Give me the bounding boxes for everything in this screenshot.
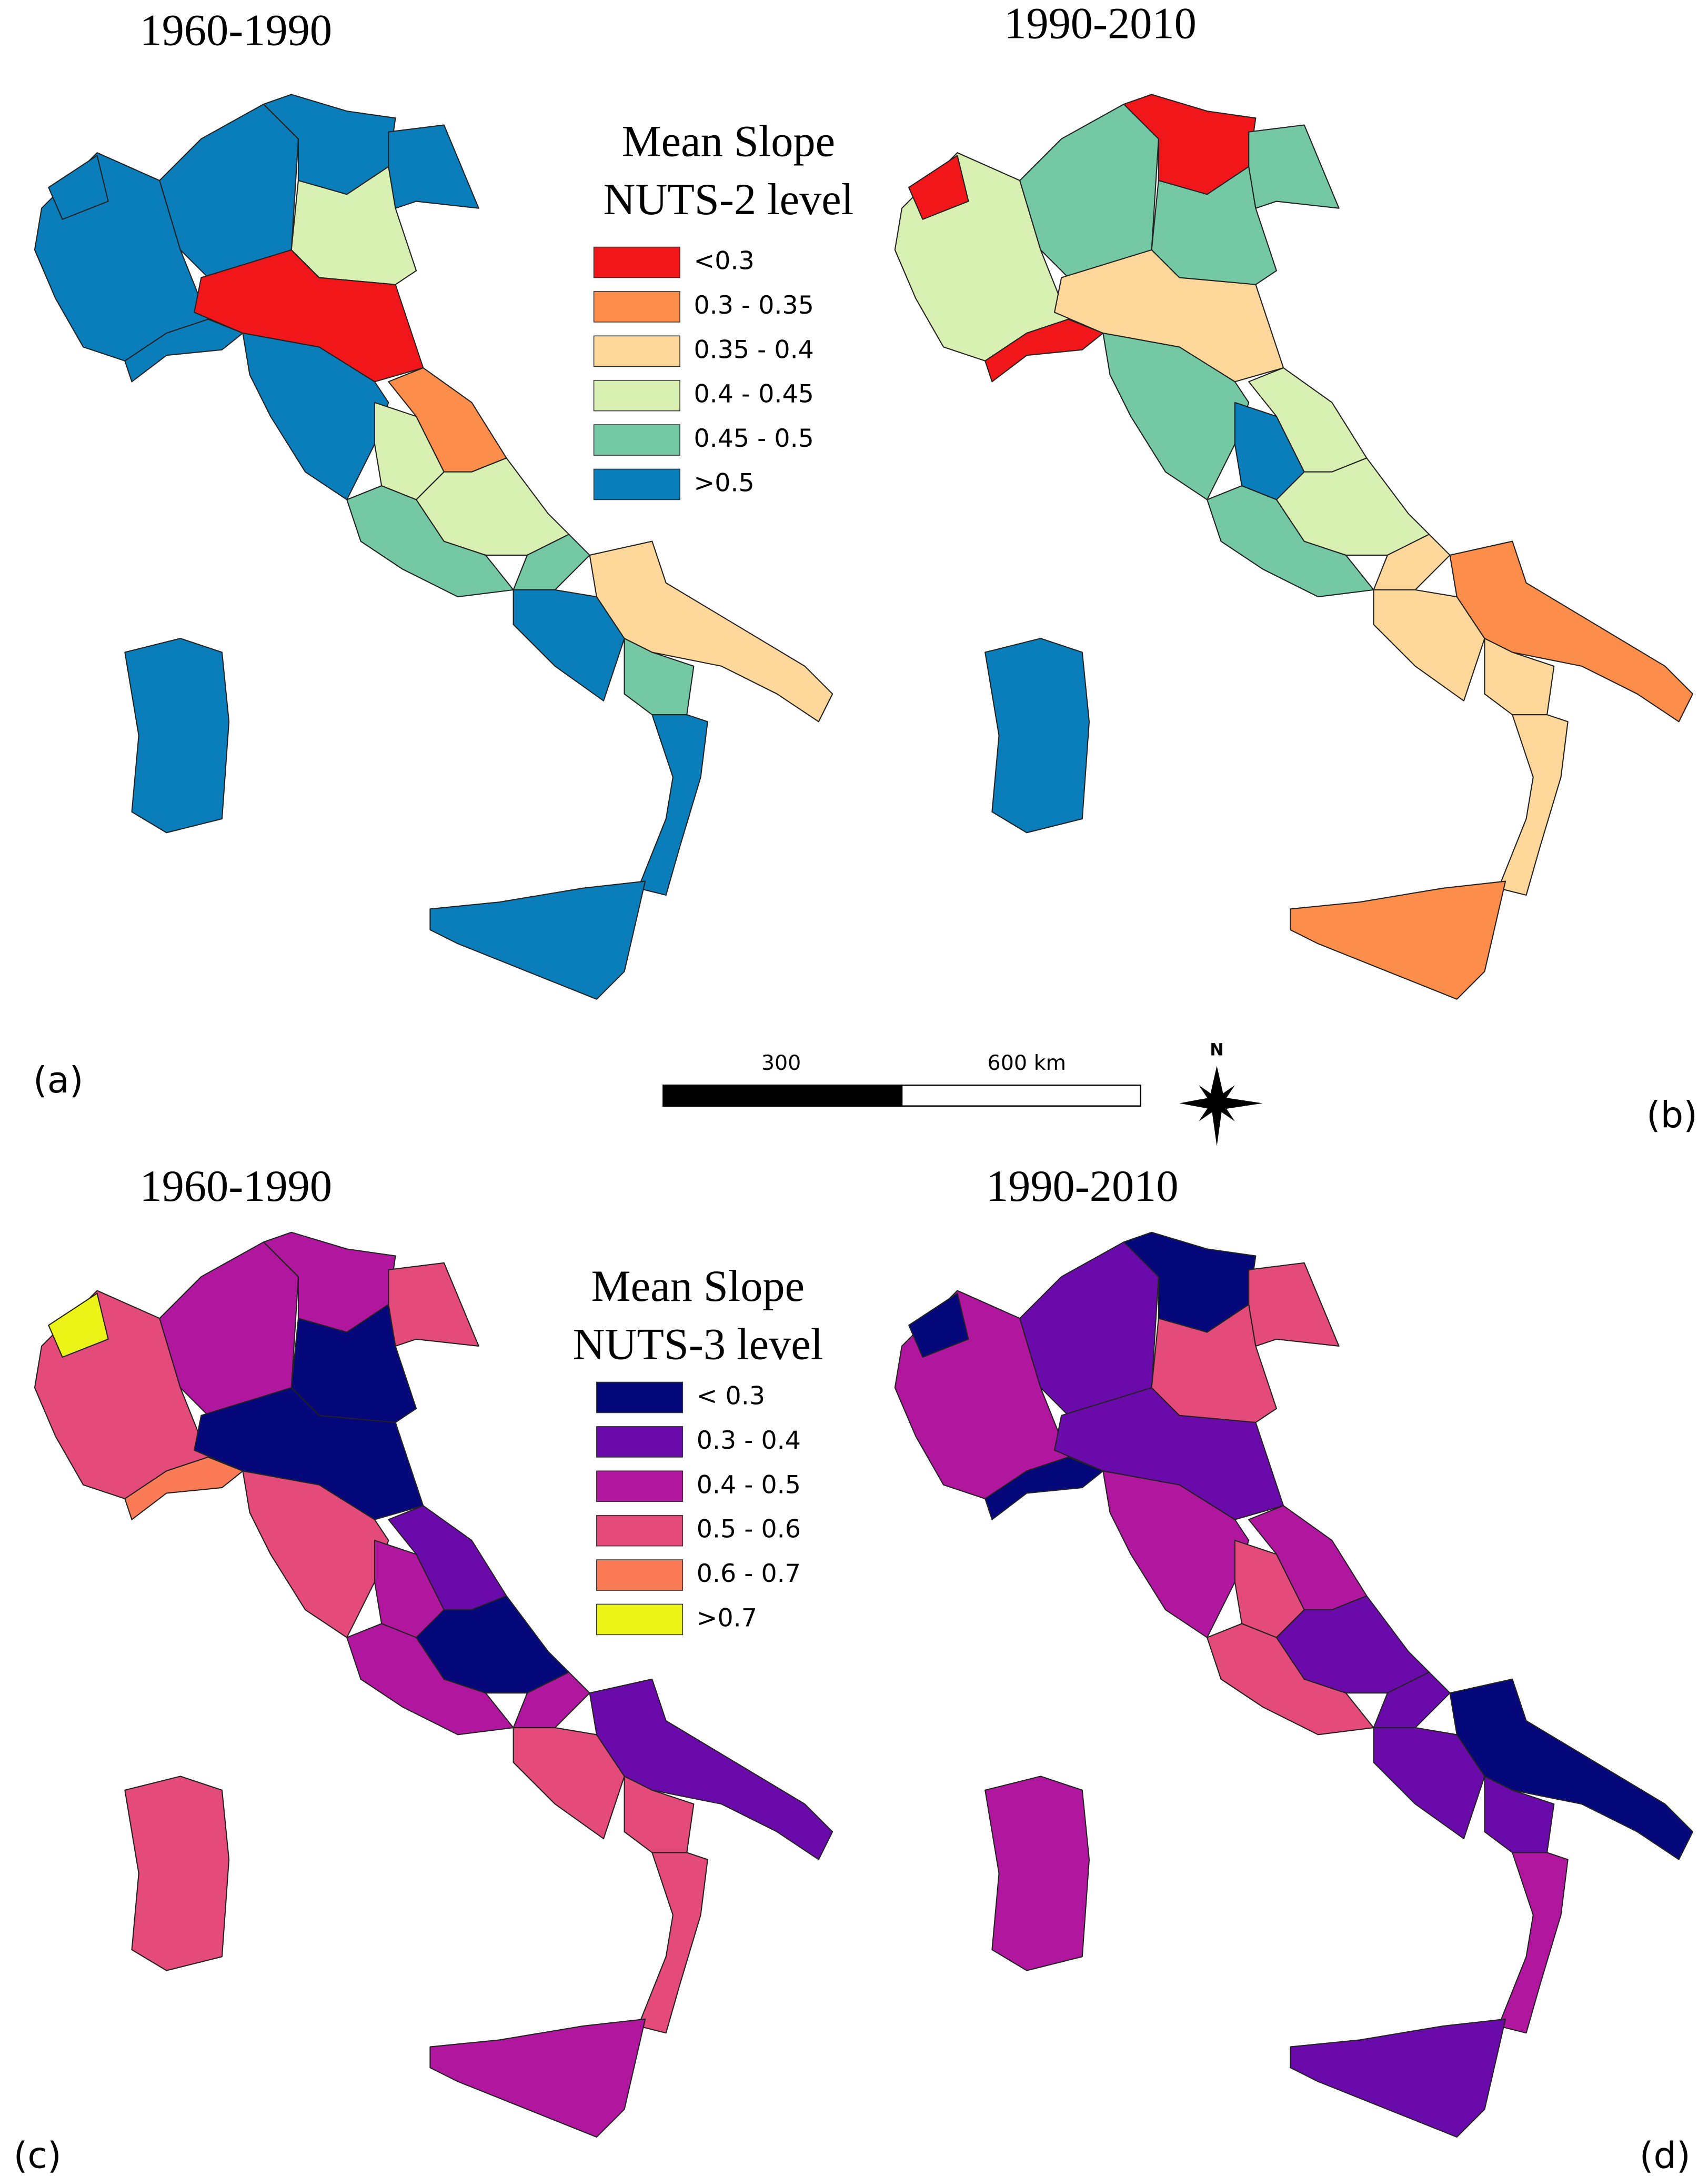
region <box>513 589 625 701</box>
region <box>1248 124 1340 209</box>
region <box>908 1292 969 1358</box>
legend-swatch <box>593 246 680 278</box>
region <box>194 249 424 383</box>
region <box>1373 1727 1485 1840</box>
region <box>1498 714 1569 896</box>
region <box>1102 1470 1250 1638</box>
legend-label: < 0.3 <box>697 1382 765 1411</box>
map <box>34 1231 833 2138</box>
legend-swatch <box>593 291 680 323</box>
scale-label: 300 <box>761 1051 801 1075</box>
region <box>429 2018 646 2138</box>
legend-title: Mean Slope <box>591 1262 805 1311</box>
map <box>34 94 833 1000</box>
region <box>1207 485 1374 598</box>
panel-label: (c) <box>14 2135 62 2176</box>
region <box>1290 2018 1506 2138</box>
legend-label: >0.7 <box>697 1603 757 1632</box>
region <box>242 332 389 500</box>
north-arrow <box>1179 1066 1263 1147</box>
map <box>894 1231 1694 2138</box>
region <box>194 1387 424 1520</box>
region <box>513 534 590 590</box>
legend-swatch <box>596 1470 684 1502</box>
region <box>48 1292 109 1358</box>
legend-label: 0.45 - 0.5 <box>694 424 813 453</box>
panel-label: (b) <box>1646 1094 1697 1136</box>
region <box>124 1776 230 1971</box>
region <box>984 1776 1090 1971</box>
legend-swatch <box>596 1381 684 1413</box>
legend-label: >0.5 <box>694 468 754 497</box>
region <box>1248 1262 1340 1347</box>
legend-label: <0.3 <box>694 247 754 276</box>
north-label: N <box>1210 1040 1223 1059</box>
scale-bar-white <box>901 1084 1141 1107</box>
map <box>894 94 1694 1000</box>
region <box>1019 1241 1159 1416</box>
legend-swatch <box>596 1426 684 1458</box>
legend-swatch <box>596 1515 684 1547</box>
region <box>1053 249 1284 383</box>
legend-label: 0.6 - 0.7 <box>697 1559 801 1588</box>
panel-label: (d) <box>1640 2135 1691 2176</box>
legend-title: NUTS-2 level <box>604 175 854 224</box>
region <box>637 714 708 896</box>
region <box>346 485 514 598</box>
panel-title: 1990-2010 <box>986 1162 1179 1211</box>
region <box>1207 1623 1374 1736</box>
region <box>388 1262 479 1347</box>
region <box>124 318 244 383</box>
region <box>513 1727 625 1840</box>
scale-label: 600 km <box>988 1051 1066 1075</box>
legend-label: 0.35 - 0.4 <box>694 335 813 364</box>
legend-title: NUTS-3 level <box>573 1320 823 1369</box>
region <box>1373 1671 1451 1729</box>
region <box>124 1456 244 1520</box>
region <box>159 103 299 278</box>
panel-title: 1990-2010 <box>1004 0 1197 48</box>
legend-swatch <box>596 1559 684 1591</box>
legend-label: 0.5 - 0.6 <box>697 1515 801 1544</box>
legend-label: 0.4 - 0.45 <box>694 380 813 409</box>
scale-bar-black <box>662 1084 903 1107</box>
region <box>984 318 1104 383</box>
region <box>984 1456 1104 1520</box>
region <box>1019 103 1159 278</box>
panel-title: 1960-1990 <box>139 6 332 55</box>
region <box>637 1852 708 2034</box>
region <box>429 880 646 1000</box>
legend-label: 0.3 - 0.35 <box>694 291 813 320</box>
region <box>48 155 109 220</box>
region <box>908 155 969 220</box>
legend-label: 0.3 - 0.4 <box>697 1426 801 1455</box>
legend-title: Mean Slope <box>622 117 835 166</box>
legend-swatch <box>593 468 680 500</box>
region <box>1373 589 1485 701</box>
legend-swatch <box>596 1603 684 1636</box>
panel-title: 1960-1990 <box>139 1162 332 1211</box>
region <box>1053 1387 1284 1520</box>
region <box>346 1623 514 1736</box>
legend-label: 0.4 - 0.5 <box>697 1470 801 1499</box>
region <box>1290 880 1506 1000</box>
region <box>984 638 1090 834</box>
region <box>242 1470 389 1638</box>
region <box>388 124 479 209</box>
legend-swatch <box>593 335 680 367</box>
region <box>1498 1852 1569 2034</box>
region <box>159 1241 299 1416</box>
region <box>513 1671 590 1729</box>
legend-swatch <box>593 379 680 412</box>
panel-label: (a) <box>33 1059 84 1101</box>
legend-swatch <box>593 424 680 456</box>
region <box>124 638 230 834</box>
region <box>1102 332 1250 500</box>
region <box>1373 534 1451 590</box>
